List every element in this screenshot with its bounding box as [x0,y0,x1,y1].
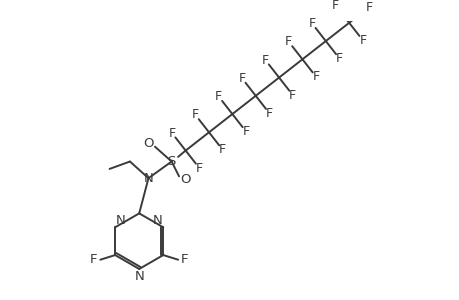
Text: F: F [358,34,366,47]
Text: F: F [261,53,269,67]
Text: F: F [215,90,222,103]
Text: F: F [180,253,188,266]
Text: F: F [191,108,198,121]
Text: O: O [180,172,190,186]
Text: F: F [242,125,249,138]
Text: F: F [335,52,342,65]
Text: N: N [143,172,153,185]
Text: F: F [289,88,296,102]
Text: F: F [308,17,315,30]
Text: F: F [238,72,245,85]
Text: S: S [167,155,175,168]
Text: O: O [143,137,153,150]
Text: N: N [134,270,144,283]
Text: F: F [312,70,319,83]
Text: F: F [90,253,97,266]
Text: F: F [364,1,372,14]
Text: F: F [196,162,202,175]
Text: N: N [152,214,162,227]
Text: F: F [218,143,226,156]
Text: F: F [285,35,291,48]
Text: F: F [168,127,175,140]
Text: N: N [116,214,125,227]
Text: F: F [265,107,272,120]
Text: F: F [331,0,338,12]
